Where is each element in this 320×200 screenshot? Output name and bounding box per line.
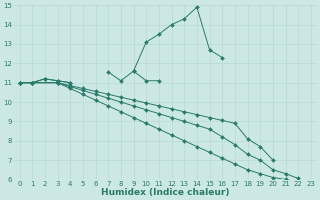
X-axis label: Humidex (Indice chaleur): Humidex (Indice chaleur) — [101, 188, 229, 197]
